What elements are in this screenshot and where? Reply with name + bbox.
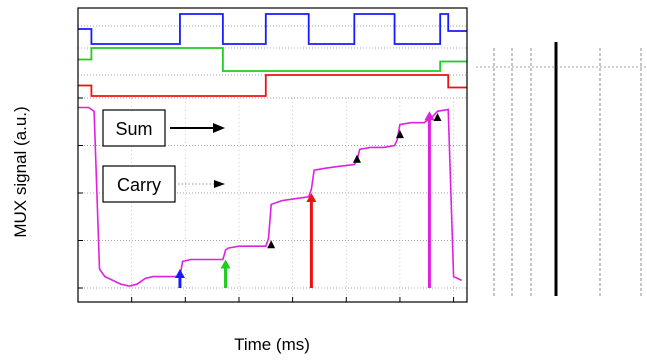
input-trace-470-nm: [78, 13, 467, 45]
input-trace-524-nm: [78, 47, 467, 72]
carry-legend-arrowhead: [214, 180, 225, 188]
level-marker-triangle: [353, 154, 362, 163]
sum-legend-arrowhead: [213, 123, 225, 133]
input-trace-626-nm: [78, 74, 467, 97]
markers: [174, 111, 442, 288]
x-axis-label: Time (ms): [234, 335, 310, 354]
sum-legend-box: [102, 109, 166, 147]
plot-frame: [77, 7, 468, 303]
level-marker-triangle: [433, 113, 442, 121]
grid-layer: [77, 25, 467, 302]
excitation-arrowhead: [220, 259, 231, 269]
sum-legend-label: Sum: [115, 119, 152, 139]
truth-table: [476, 42, 647, 296]
level-marker-triangle: [395, 130, 404, 139]
carry-legend: Carry: [102, 165, 225, 203]
carry-legend-box: [102, 165, 176, 203]
mux-series: [78, 106, 462, 287]
axis-ticks: [77, 97, 455, 302]
excitation-arrowhead: [306, 193, 317, 202]
y-axis-label: MUX signal (a.u.): [11, 106, 30, 237]
sum-legend: Sum: [102, 109, 225, 147]
mux-signal-line: [78, 106, 462, 287]
excitation-arrowhead: [424, 111, 435, 121]
input-traces: [78, 13, 467, 97]
level-marker-triangle: [267, 240, 276, 249]
carry-legend-label: Carry: [117, 175, 161, 195]
excitation-arrowhead: [174, 269, 185, 278]
